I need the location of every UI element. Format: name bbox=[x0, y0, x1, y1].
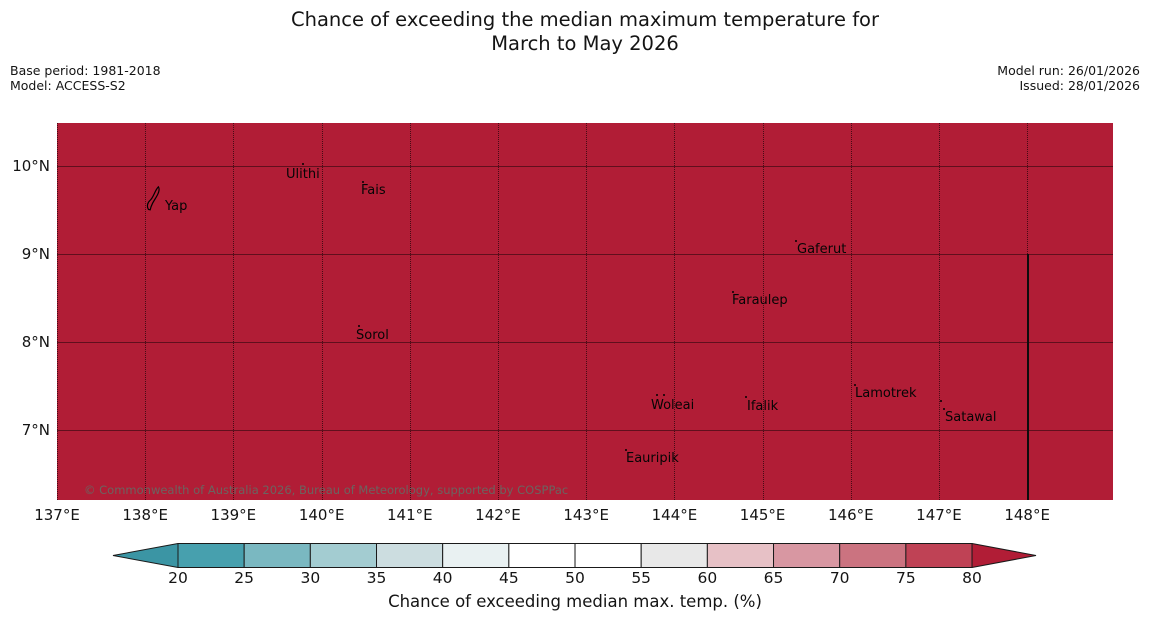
colorbar-tick-label: 70 bbox=[829, 569, 850, 587]
title-line-1: Chance of exceeding the median maximum t… bbox=[290, 8, 880, 31]
lat-tick-label: 10°N bbox=[12, 157, 50, 176]
island-marker-dot bbox=[795, 240, 797, 242]
colorbar-tick-label: 50 bbox=[565, 569, 585, 587]
island-marker-dot bbox=[656, 394, 658, 396]
copyright-text: © Commonwealth of Australia 2026, Bureau… bbox=[84, 483, 569, 497]
colorbar-tick-label: 45 bbox=[498, 569, 519, 587]
run-info: Model run: 26/01/2026 Issued: 28/01/2026 bbox=[997, 63, 1140, 94]
colorbar-tick-label: 40 bbox=[432, 569, 453, 587]
island-label: Faraulep bbox=[732, 293, 788, 308]
island-marker-dot bbox=[358, 325, 360, 327]
lat-gridline bbox=[57, 254, 1113, 255]
colorbar-label: Chance of exceeding median max. temp. (%… bbox=[388, 592, 762, 611]
lon-tick-label: 138°E bbox=[122, 506, 168, 524]
island-marker-dot bbox=[362, 181, 364, 183]
lon-gridline bbox=[145, 123, 147, 500]
lon-tick-label: 143°E bbox=[563, 506, 609, 524]
island-label: Woleai bbox=[651, 398, 695, 413]
island-label: Yap bbox=[165, 199, 188, 214]
lon-gridline bbox=[674, 123, 676, 500]
island-marker-dot bbox=[943, 408, 945, 410]
colorbar bbox=[112, 542, 1037, 569]
colorbar-svg bbox=[112, 542, 1037, 569]
lat-tick-label: 8°N bbox=[21, 332, 50, 351]
lon-gridline bbox=[233, 123, 235, 500]
lon-tick-label: 137°E bbox=[34, 506, 80, 524]
lon-gridline bbox=[321, 123, 323, 500]
lat-gridline bbox=[57, 341, 1113, 343]
island-label: Lamotrek bbox=[855, 386, 917, 401]
lat-gridline bbox=[57, 429, 1113, 431]
colorbar-tick-label: 30 bbox=[300, 569, 321, 587]
island-label: Satawal bbox=[945, 410, 997, 425]
lon-tick-label: 141°E bbox=[386, 506, 433, 524]
island-marker-dot bbox=[745, 396, 747, 398]
lon-gridline bbox=[850, 123, 852, 500]
island-label: Fais bbox=[361, 183, 386, 198]
island-marker-dot bbox=[854, 384, 856, 386]
colorbar-tick-label: 25 bbox=[234, 569, 255, 587]
island-label: Sorol bbox=[356, 328, 389, 343]
yap-island-outline-icon bbox=[145, 185, 162, 216]
colorbar-tick-label: 55 bbox=[631, 569, 652, 587]
meridian-148e-line bbox=[1027, 254, 1030, 500]
lon-gridline bbox=[586, 123, 588, 500]
lon-tick-label: 145°E bbox=[739, 506, 786, 524]
island-marker-dot bbox=[663, 394, 665, 396]
lon-gridline bbox=[497, 123, 499, 500]
colorbar-tick-label: 35 bbox=[366, 569, 387, 587]
lon-tick-label: 139°E bbox=[210, 506, 257, 524]
lon-tick-label: 147°E bbox=[916, 506, 962, 524]
island-label: Ifalik bbox=[747, 399, 779, 414]
model-run-text: Model run: 26/01/2026 bbox=[997, 63, 1140, 78]
colorbar-tick-label: 65 bbox=[763, 569, 784, 587]
page-title: Chance of exceeding the median maximum t… bbox=[57, 8, 1113, 56]
lon-tick-label: 140°E bbox=[298, 506, 345, 524]
lon-tick-label: 144°E bbox=[651, 506, 698, 524]
island-label: Eauripik bbox=[626, 451, 679, 466]
island-marker-dot bbox=[302, 163, 304, 165]
lat-gridline bbox=[57, 166, 1113, 168]
lon-tick-label: 148°E bbox=[1004, 506, 1050, 524]
colorbar-tick-label: 75 bbox=[895, 569, 916, 587]
lon-tick-label: 146°E bbox=[827, 506, 874, 524]
colorbar-tick-label: 60 bbox=[697, 569, 718, 587]
lon-gridline bbox=[938, 123, 940, 500]
map-plot: © Commonwealth of Australia 2026, Bureau… bbox=[57, 123, 1113, 500]
colorbar-ticks: 20 25 30 35 40 45 50 55 60 65 70 75 80 bbox=[112, 569, 1037, 589]
island-marker-dot bbox=[732, 291, 734, 293]
island-label: Ulithi bbox=[286, 167, 320, 182]
island-label: Gaferut bbox=[797, 242, 847, 257]
lon-gridline bbox=[762, 123, 764, 500]
colorbar-tick-label: 20 bbox=[168, 569, 188, 587]
lat-tick-label: 7°N bbox=[21, 420, 50, 439]
island-marker-dot bbox=[625, 449, 627, 451]
island-marker-dot bbox=[940, 400, 942, 402]
lon-gridline bbox=[57, 123, 58, 500]
title-line-2: March to May 2026 bbox=[491, 32, 679, 55]
model-info: Base period: 1981-2018 Model: ACCESS-S2 bbox=[10, 63, 161, 94]
lon-gridline bbox=[409, 123, 411, 500]
colorbar-tick-label: 80 bbox=[962, 569, 982, 587]
base-period-text: Base period: 1981-2018 bbox=[10, 63, 161, 78]
issued-text: Issued: 28/01/2026 bbox=[1019, 78, 1141, 94]
lat-tick-label: 9°N bbox=[21, 245, 50, 263]
model-name-text: Model: ACCESS-S2 bbox=[10, 78, 126, 94]
lon-tick-label: 142°E bbox=[475, 506, 521, 524]
